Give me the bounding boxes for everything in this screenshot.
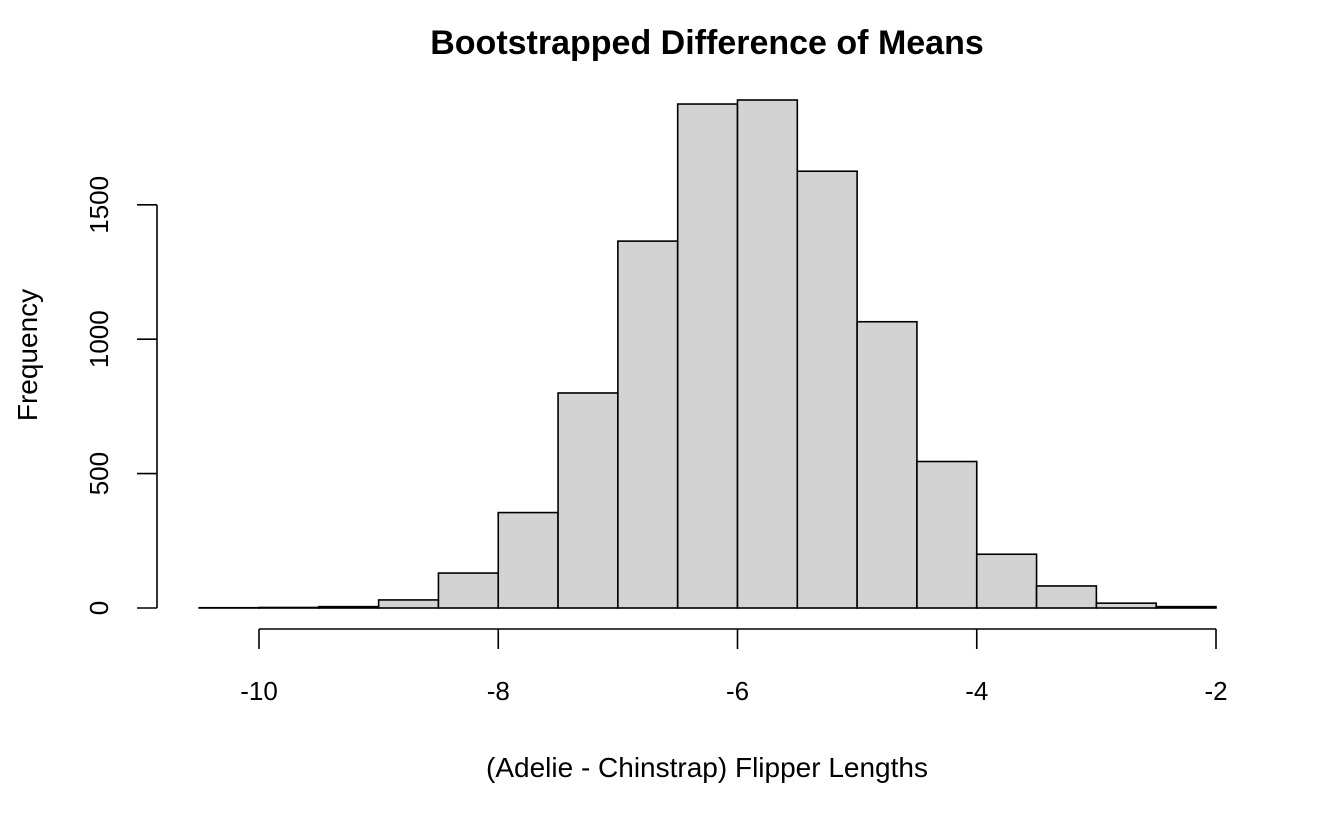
x-tick-label: -4	[965, 676, 988, 706]
y-tick-label: 0	[84, 601, 114, 615]
histogram-bar	[1155, 605, 1217, 609]
histogram-bar	[736, 99, 799, 609]
x-tick-label: -2	[1204, 676, 1227, 706]
histogram-bar	[318, 605, 380, 609]
y-axis: 0 500 1000 1500	[84, 176, 158, 615]
histogram-bar	[975, 553, 1038, 609]
x-axis: -10 -8 -6 -4 -2	[240, 628, 1228, 706]
histogram-bar	[796, 170, 858, 609]
histogram-bar	[916, 460, 978, 609]
histogram-bar	[377, 599, 440, 609]
histogram-bar	[856, 320, 918, 609]
histogram-bar	[617, 240, 679, 609]
bars-group	[198, 99, 1217, 609]
histogram-bar	[258, 606, 320, 609]
histogram-bar	[1095, 602, 1157, 609]
histogram-bar	[557, 392, 619, 609]
histogram-bar	[497, 511, 559, 609]
x-tick-label: -10	[240, 676, 278, 706]
x-tick-label: -6	[726, 676, 749, 706]
y-tick-label: 500	[84, 452, 114, 495]
x-axis-label: (Adelie - Chinstrap) Flipper Lengths	[486, 752, 928, 783]
chart-title: Bootstrapped Difference of Means	[430, 24, 984, 62]
x-tick-label: -8	[487, 676, 510, 706]
histogram-bar	[676, 103, 739, 609]
y-tick-label: 1500	[84, 176, 114, 234]
y-axis-label: Frequency	[12, 289, 43, 421]
histogram-bar	[1035, 585, 1098, 609]
y-tick-label: 1000	[84, 310, 114, 368]
histogram-bar	[437, 572, 500, 609]
